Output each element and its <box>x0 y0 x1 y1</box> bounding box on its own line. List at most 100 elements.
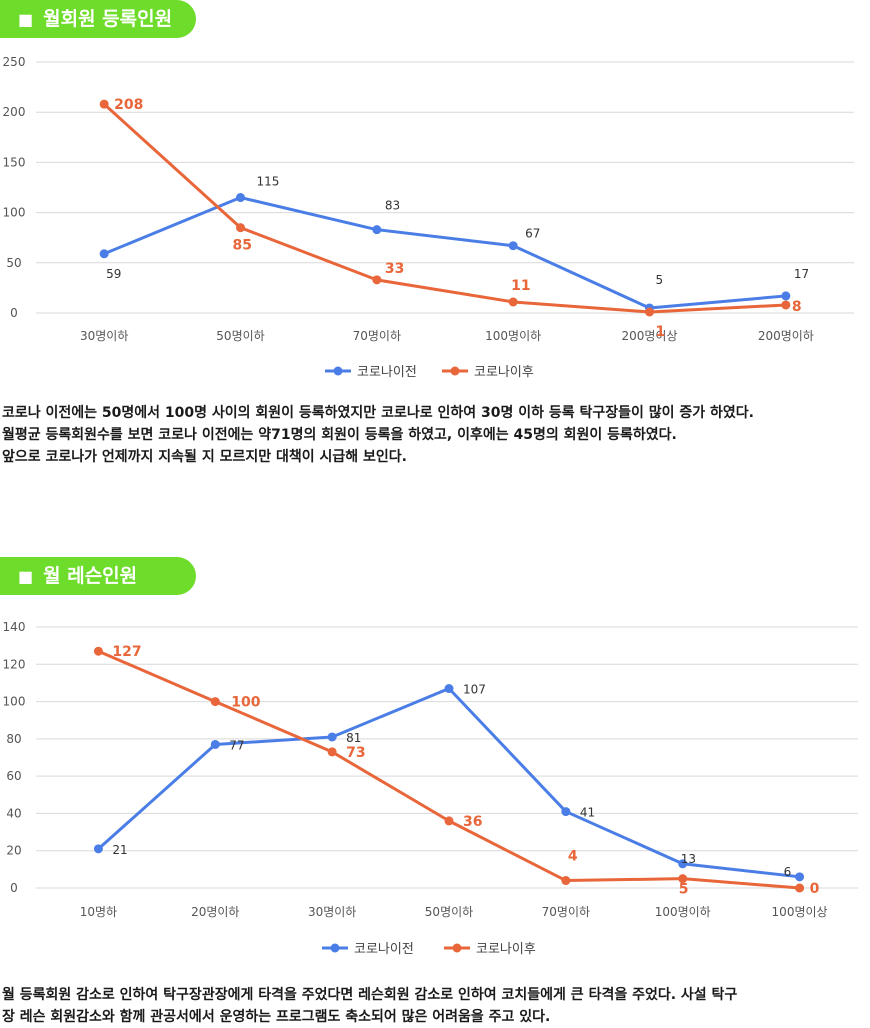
y-tick-label: 120 <box>3 657 26 671</box>
data-point <box>444 684 454 694</box>
data-label: 1 <box>656 324 666 340</box>
x-tick-label: 100명이상 <box>772 905 828 919</box>
data-point <box>93 844 103 854</box>
x-tick-label: 50명이하 <box>425 905 473 919</box>
data-point <box>561 876 571 886</box>
data-point <box>781 300 791 310</box>
data-point <box>372 275 382 285</box>
section-title-pill: ■ 월 레슨인원 <box>0 557 196 595</box>
data-label: 208 <box>114 97 143 113</box>
analysis-paragraph-2: 월 등록회원 감소로 인하여 탁구장관장에게 타격을 주었다면 레슨회원 감소로… <box>2 984 868 1028</box>
data-point <box>236 193 245 203</box>
data-label: 4 <box>568 849 578 865</box>
data-point <box>236 223 245 233</box>
data-label: 5 <box>656 273 664 287</box>
legend-label: 코로나이전 <box>354 942 414 957</box>
data-label: 33 <box>385 261 404 277</box>
y-tick-label: 0 <box>10 881 18 895</box>
data-point <box>210 739 220 749</box>
data-label: 77 <box>229 738 244 752</box>
legend-label: 코로나이후 <box>474 365 534 380</box>
section-title: 월회원 등록인원 <box>43 8 173 30</box>
data-label: 13 <box>681 852 696 866</box>
data-point <box>99 249 109 259</box>
data-point <box>678 859 688 869</box>
y-tick-label: 50 <box>6 256 21 270</box>
data-label: 59 <box>106 267 121 281</box>
data-point <box>781 291 791 301</box>
x-tick-label: 100명이하 <box>655 905 711 919</box>
y-tick-label: 20 <box>6 844 21 858</box>
data-point <box>444 816 454 826</box>
y-tick-label: 200 <box>3 105 26 119</box>
paragraph-line: 앞으로 코로나가 언제까지 지속될 지 모르지만 대책이 시급해 보인다. <box>2 449 407 465</box>
paragraph-line: 월 등록회원 감소로 인하여 탁구장관장에게 타격을 주었다면 레슨회원 감소로… <box>2 987 738 1003</box>
legend-label: 코로나이전 <box>357 365 417 380</box>
legend-marker <box>452 943 462 953</box>
data-point <box>327 732 337 742</box>
data-point <box>372 225 382 235</box>
data-label: 41 <box>580 806 595 820</box>
y-tick-label: 60 <box>6 769 21 783</box>
x-tick-label: 70명이하 <box>353 329 401 343</box>
y-tick-label: 150 <box>3 155 26 169</box>
legend-marker <box>333 366 343 376</box>
x-tick-label: 30명이하 <box>308 905 356 919</box>
data-label: 36 <box>463 814 482 830</box>
x-tick-label: 20명이하 <box>191 905 239 919</box>
data-label: 107 <box>463 683 486 697</box>
y-tick-label: 140 <box>3 620 26 634</box>
data-point <box>99 99 109 109</box>
data-point <box>210 697 220 707</box>
y-tick-label: 40 <box>6 806 21 820</box>
legend-marker <box>450 366 460 376</box>
data-label: 5 <box>679 882 689 898</box>
series-line <box>103 103 786 314</box>
paragraph-line: 코로나 이전에는 50명에서 100명 사이의 회원이 등록하였지만 코로나로 … <box>2 405 754 421</box>
data-point <box>327 747 337 757</box>
x-tick-label: 30명이하 <box>80 329 128 343</box>
y-tick-label: 0 <box>10 306 18 320</box>
data-label: 81 <box>346 731 361 745</box>
legend-marker <box>330 943 340 953</box>
series-line <box>97 687 800 879</box>
data-label: 6 <box>784 865 792 879</box>
data-label: 67 <box>525 227 540 241</box>
data-label: 127 <box>112 644 141 660</box>
square-bullet-icon: ■ <box>18 567 34 586</box>
data-point <box>645 307 654 317</box>
paragraph-line: 장 레슨 회원감소와 함께 관공서에서 운영하는 프로그램도 축소되어 많은 어… <box>2 1009 551 1025</box>
x-tick-label: 10명하 <box>80 905 117 919</box>
y-tick-label: 250 <box>3 55 26 69</box>
data-label: 100 <box>231 695 260 711</box>
data-point <box>508 241 518 251</box>
member-registration-chart: 0 50 100 150 200 250 30명이하 50명이하 70명이하 100명이하 200명… <box>3 55 854 380</box>
data-label: 0 <box>810 881 820 897</box>
data-point <box>561 807 571 817</box>
section-title: 월 레슨인원 <box>43 565 138 587</box>
y-tick-label: 80 <box>6 732 21 746</box>
data-label: 83 <box>385 199 400 213</box>
data-label: 11 <box>511 278 530 294</box>
section-title-pill: ■ 월회원 등록인원 <box>0 0 196 38</box>
data-point <box>93 646 103 656</box>
data-point <box>795 872 805 882</box>
x-tick-label: 200명이상 <box>621 329 677 343</box>
legend-label: 코로나이후 <box>476 942 536 957</box>
data-label: 8 <box>792 299 802 315</box>
data-label: 21 <box>112 843 127 857</box>
data-label: 115 <box>257 175 280 189</box>
data-point <box>795 883 805 893</box>
x-tick-label: 50명이하 <box>216 329 264 343</box>
paragraph-line: 월평균 등록회원수를 보면 코로나 이전에는 약71명의 회원이 등록을 하였고… <box>2 427 677 443</box>
x-tick-label: 200명이하 <box>758 329 814 343</box>
x-tick-label: 70명이하 <box>542 905 590 919</box>
x-tick-label: 100명이하 <box>485 329 541 343</box>
y-tick-label: 100 <box>3 695 26 709</box>
analysis-paragraph-1: 코로나 이전에는 50명에서 100명 사이의 회원이 등록하였지만 코로나로 … <box>2 402 868 468</box>
y-tick-label: 100 <box>3 206 26 220</box>
data-point <box>678 874 688 884</box>
data-label: 17 <box>794 267 809 281</box>
data-label: 73 <box>346 745 365 761</box>
